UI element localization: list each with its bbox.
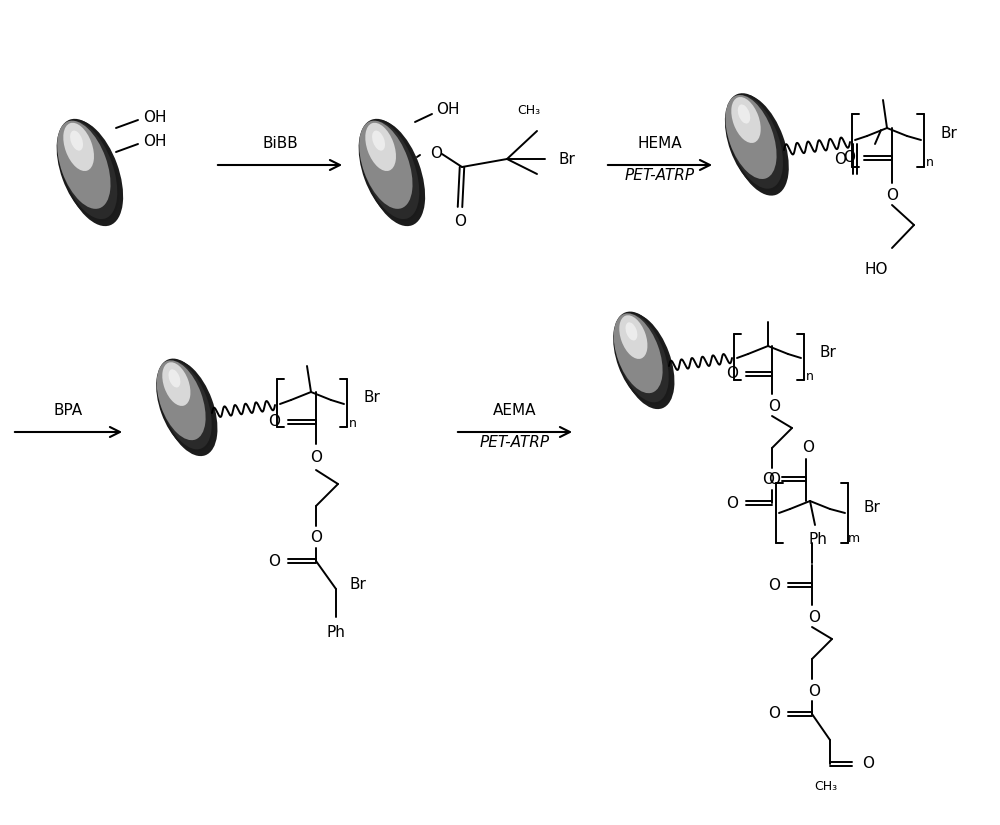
Text: HEMA: HEMA [638, 135, 682, 150]
Ellipse shape [162, 362, 190, 406]
Text: O: O [726, 366, 738, 381]
Text: OH: OH [143, 111, 167, 125]
Text: Br: Br [350, 577, 366, 592]
Ellipse shape [726, 94, 784, 190]
Text: O: O [726, 496, 738, 511]
Text: Br: Br [559, 152, 575, 167]
Text: O: O [768, 578, 780, 592]
Text: O: O [768, 706, 780, 722]
Ellipse shape [614, 314, 663, 394]
Text: O: O [768, 473, 780, 488]
Ellipse shape [58, 120, 118, 220]
Text: PET-ATRP: PET-ATRP [625, 167, 695, 182]
Text: n: n [349, 417, 357, 430]
Text: n: n [926, 157, 934, 169]
Ellipse shape [59, 120, 123, 226]
Text: O: O [768, 398, 780, 413]
Ellipse shape [725, 95, 777, 179]
Ellipse shape [359, 120, 413, 209]
Ellipse shape [360, 120, 420, 220]
Text: PET-ATRP: PET-ATRP [480, 435, 550, 450]
Ellipse shape [614, 313, 670, 403]
Ellipse shape [57, 120, 111, 209]
Ellipse shape [626, 323, 637, 341]
Text: O: O [430, 145, 442, 161]
Ellipse shape [365, 123, 396, 171]
Text: O: O [843, 150, 855, 166]
Text: n: n [806, 370, 814, 383]
Ellipse shape [169, 370, 180, 388]
Text: Br: Br [941, 126, 957, 142]
Ellipse shape [727, 94, 789, 196]
Text: O: O [834, 152, 846, 167]
Text: Br: Br [364, 389, 380, 404]
Ellipse shape [159, 360, 217, 456]
Text: OH: OH [436, 102, 460, 117]
Text: O: O [268, 554, 280, 568]
Text: BiBB: BiBB [262, 135, 298, 150]
Text: O: O [310, 530, 322, 545]
Text: O: O [268, 414, 280, 430]
Text: BPA: BPA [54, 403, 83, 417]
Text: Ph: Ph [809, 531, 827, 546]
Text: O: O [802, 440, 814, 455]
Ellipse shape [619, 315, 647, 359]
Text: CH₃: CH₃ [517, 104, 541, 117]
Ellipse shape [738, 105, 750, 124]
Ellipse shape [731, 97, 761, 143]
Text: O: O [762, 472, 774, 487]
Ellipse shape [157, 361, 206, 441]
Ellipse shape [372, 130, 385, 151]
Text: Ph: Ph [327, 625, 345, 639]
Text: O: O [454, 214, 466, 229]
Text: AEMA: AEMA [493, 403, 537, 417]
Text: CH₃: CH₃ [814, 780, 838, 793]
Text: HO: HO [864, 262, 888, 277]
Text: O: O [808, 683, 820, 699]
Text: O: O [808, 610, 820, 625]
Text: Br: Br [864, 499, 880, 515]
Text: m: m [848, 532, 860, 545]
Ellipse shape [63, 123, 94, 171]
Text: O: O [886, 188, 898, 204]
Text: O: O [310, 450, 322, 465]
Ellipse shape [361, 120, 425, 226]
Ellipse shape [70, 130, 83, 151]
Text: Br: Br [820, 345, 836, 360]
Text: O: O [862, 757, 874, 771]
Text: OH: OH [143, 134, 167, 149]
Ellipse shape [157, 360, 213, 450]
Ellipse shape [616, 313, 674, 409]
